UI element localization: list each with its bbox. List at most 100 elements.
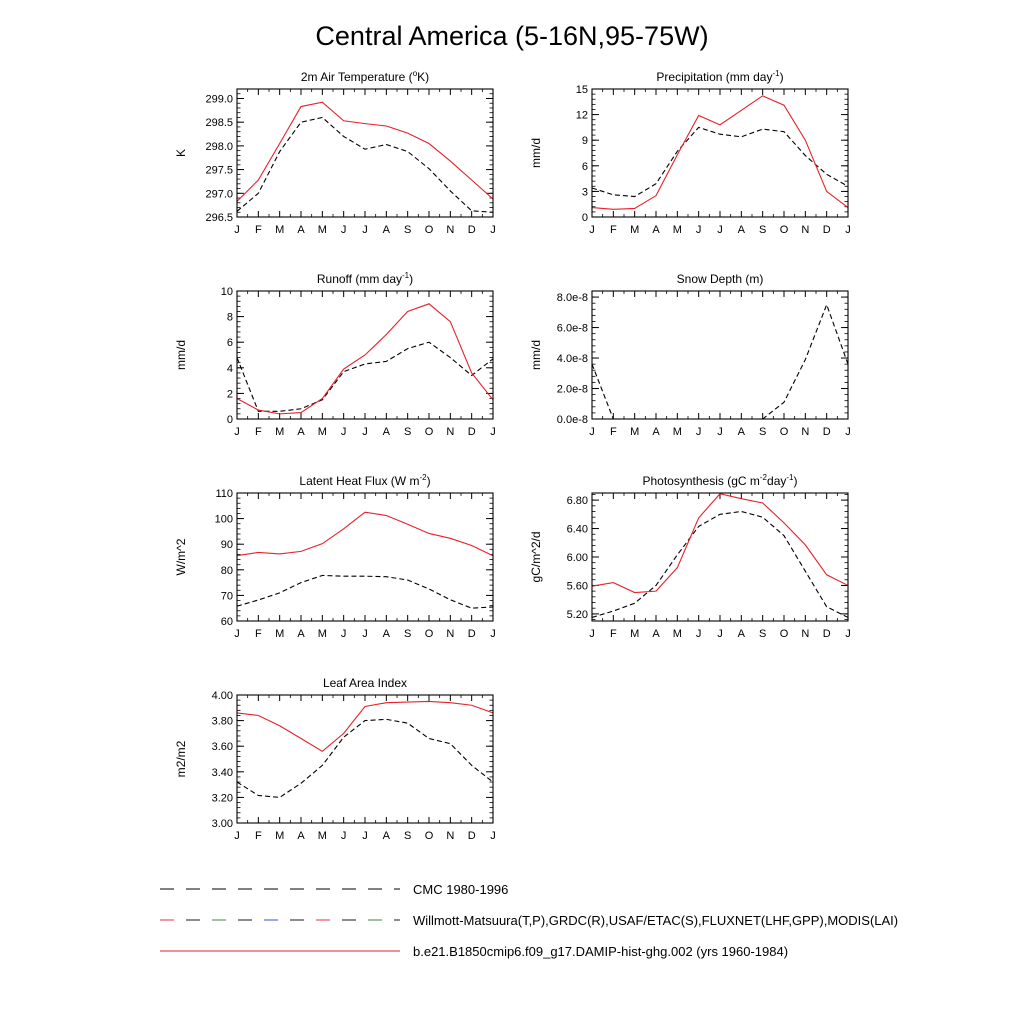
y-tick-label: 10 [221,286,233,298]
series-line-model [236,511,494,557]
legend-label: Willmott-Matsuura(T,P),GRDC(R),USAF/ETAC… [413,913,898,928]
x-tick-label: J [234,426,240,438]
y-axis-label: m2/m2 [174,740,188,777]
y-tick-label: 296.5 [205,212,233,224]
x-tick-label: J [341,426,347,438]
x-tick-label: O [425,224,434,236]
x-tick-label: N [801,224,809,236]
x-tick-label: N [446,628,454,640]
x-tick-label: M [275,628,284,640]
y-axis-label: gC/m^2/d [529,532,543,583]
x-tick-label: F [255,830,262,842]
x-tick-label: F [610,426,617,438]
y-tick-label: 9 [582,135,588,147]
x-tick-label: O [780,426,789,438]
x-tick-label: A [738,224,746,236]
y-axis-label: mm/d [529,340,543,370]
y-tick-label: 5.20 [567,609,588,621]
y-axis-label: mm/d [529,138,543,168]
x-tick-label: S [404,628,411,640]
x-tick-label: A [297,628,305,640]
y-tick-label: 6 [227,337,233,349]
x-tick-label: J [341,628,347,640]
y-tick-label: 5.60 [567,580,588,592]
y-tick-label: 298.0 [205,141,233,153]
y-tick-label: 6.80 [567,495,588,507]
x-tick-label: M [630,426,639,438]
plot-frame [236,492,494,622]
x-tick-label: A [738,628,746,640]
x-tick-label: S [404,224,411,236]
y-tick-label: 12 [576,110,588,122]
x-tick-label: J [717,224,723,236]
x-tick-label: A [652,628,660,640]
x-tick-label: J [490,224,496,236]
y-tick-label: 70 [221,590,233,602]
y-tick-label: 3.40 [212,767,233,779]
x-tick-label: N [801,426,809,438]
x-tick-label: J [490,830,496,842]
y-tick-label: 110 [215,488,233,500]
series-line-model [236,303,494,415]
x-tick-label: F [255,224,262,236]
y-tick-label: 0 [227,414,233,426]
page-title: Central America (5-16N,95-75W) [315,21,708,51]
series-line-obs [591,303,849,420]
x-tick-label: J [341,224,347,236]
chart-panel-2: Runoff (mm day-1​)JFMAMJJASONDJ0246810mm… [174,271,496,438]
x-tick-label: O [780,224,789,236]
y-tick-label: 3.00 [212,818,233,830]
y-tick-label: 6.40 [567,524,588,536]
chart-panel-1: Precipitation (mm day-1​)JFMAMJJASONDJ03… [529,69,851,236]
x-tick-label: A [297,224,305,236]
series-line-obs [236,718,494,798]
y-tick-label: 3.20 [212,792,233,804]
x-tick-label: M [318,628,327,640]
x-tick-label: J [490,628,496,640]
x-tick-label: M [318,426,327,438]
x-tick-label: D [468,224,476,236]
y-axis-label: W/m^2 [174,538,188,575]
y-tick-label: 0.0e-8 [557,414,588,426]
series-line-obs [236,116,494,213]
x-tick-label: J [845,628,851,640]
y-tick-label: 8 [227,312,233,324]
chart-title: Latent Heat Flux (W m-2​) [299,473,430,488]
plot-frame [591,492,849,622]
x-tick-label: D [823,628,831,640]
chart-title: Photosynthesis (gC m-2​day-1​) [643,473,798,488]
x-tick-label: J [696,628,702,640]
chart-title: Runoff (mm day-1​) [317,271,413,286]
x-tick-label: J [589,224,595,236]
x-tick-label: A [383,830,391,842]
x-tick-label: D [823,426,831,438]
y-tick-label: 3.80 [212,716,233,728]
series-line-model [591,95,849,210]
y-tick-label: 298.5 [205,117,233,129]
x-tick-label: O [780,628,789,640]
x-tick-label: A [652,426,660,438]
plot-frame [236,290,494,420]
x-tick-label: M [275,224,284,236]
x-tick-label: N [446,224,454,236]
chart-panel-0: 2m Air Temperature (o​K)JFMAMJJASONDJ296… [174,69,496,236]
y-tick-label: 8.0e-8 [557,292,588,304]
series-line-model [236,700,494,752]
y-tick-label: 297.0 [205,188,233,200]
y-tick-label: 4 [227,363,233,375]
x-tick-label: D [468,426,476,438]
x-tick-label: N [446,830,454,842]
series-line-obs [236,574,494,609]
x-tick-label: M [318,830,327,842]
x-tick-label: A [297,426,305,438]
x-tick-label: J [234,830,240,842]
x-tick-label: D [823,224,831,236]
x-tick-label: J [845,426,851,438]
series-line-obs [236,341,494,412]
plot-frame [591,88,849,218]
plot-frame [591,290,849,420]
plot-frame [236,694,494,824]
x-tick-label: M [275,426,284,438]
y-tick-label: 90 [221,539,233,551]
